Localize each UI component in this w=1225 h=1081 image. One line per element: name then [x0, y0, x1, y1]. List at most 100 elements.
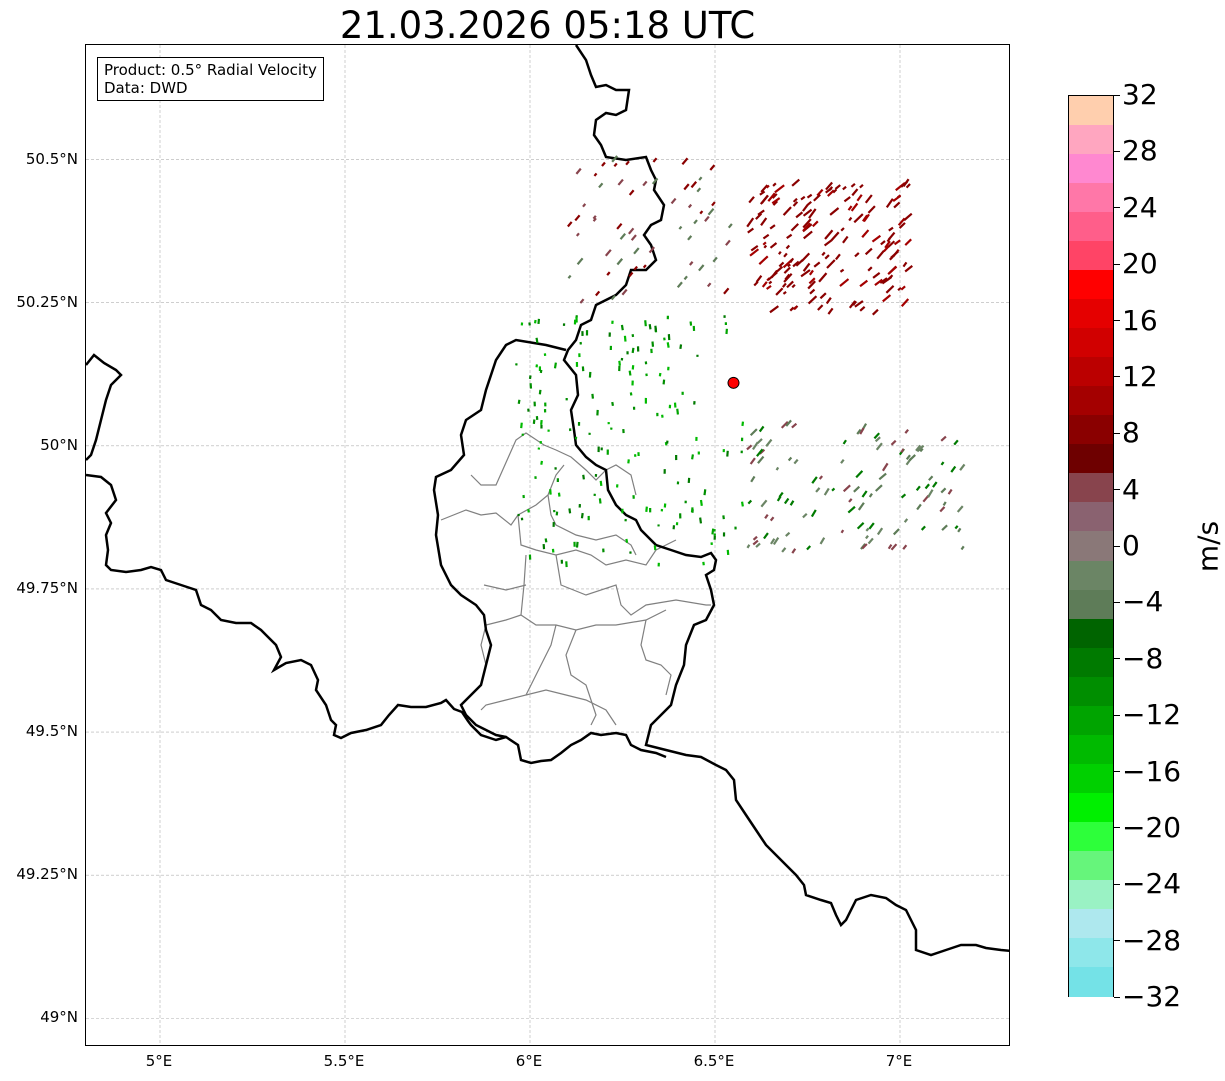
velocity-echo — [957, 527, 962, 533]
longitude-tick-label: 5.5°E — [323, 1052, 365, 1070]
velocity-echo — [727, 223, 733, 229]
velocity-echo — [608, 332, 611, 337]
velocity-echo — [757, 455, 765, 464]
velocity-echo — [867, 266, 873, 272]
velocity-echo — [843, 196, 851, 203]
velocity-echo — [557, 492, 561, 497]
velocity-echo — [560, 559, 564, 564]
velocity-echo — [691, 454, 695, 460]
velocity-echo — [827, 189, 835, 197]
velocity-echo — [562, 323, 566, 326]
velocity-echo — [687, 203, 693, 209]
velocity-echo — [535, 337, 539, 344]
velocity-echo — [610, 294, 616, 301]
velocity-echo — [769, 242, 778, 249]
velocity-echo — [549, 489, 552, 495]
velocity-echo — [865, 534, 869, 540]
velocity-echo — [709, 164, 716, 171]
velocity-echo — [528, 322, 531, 326]
velocity-echo — [628, 189, 635, 196]
velocity-echo — [791, 178, 801, 187]
velocity-echo — [540, 419, 543, 425]
velocity-echo — [791, 283, 796, 289]
velocity-echo — [602, 548, 605, 553]
velocity-echo — [854, 300, 864, 308]
velocity-echo — [806, 200, 812, 207]
district-boundary — [480, 554, 527, 666]
velocity-echo — [527, 408, 530, 412]
velocity-echo — [947, 488, 953, 495]
velocity-echo — [856, 522, 865, 530]
velocity-echo — [673, 402, 677, 408]
velocity-echo — [551, 548, 555, 553]
velocity-echo — [817, 304, 824, 311]
velocity-echo — [734, 526, 737, 530]
velocity-echo — [954, 525, 959, 530]
velocity-echo — [537, 318, 541, 325]
longitude-tick-label: 6.5°E — [693, 1052, 735, 1070]
velocity-echo — [579, 341, 582, 345]
velocity-echo — [593, 172, 598, 177]
colorbar-segment — [1069, 792, 1113, 823]
velocity-echo — [887, 265, 898, 276]
district-boundary — [520, 609, 667, 631]
velocity-echo — [802, 512, 808, 519]
velocity-echo — [855, 470, 864, 479]
velocity-echo — [618, 360, 621, 366]
velocity-echo — [663, 337, 666, 341]
data-source-label: Data: DWD — [104, 79, 188, 97]
velocity-echo — [553, 509, 556, 513]
velocity-echo — [776, 495, 782, 502]
velocity-echo — [824, 229, 834, 240]
colorbar-segment — [1069, 734, 1113, 765]
velocity-echo — [662, 379, 666, 385]
velocity-echo — [854, 252, 860, 258]
velocity-echo — [645, 373, 648, 377]
colorbar-segment — [1069, 415, 1113, 445]
velocity-echo — [645, 506, 648, 513]
velocity-echo — [746, 544, 751, 549]
district-boundary — [483, 584, 527, 591]
velocity-echo — [940, 435, 947, 442]
velocity-echo — [875, 442, 883, 451]
velocity-echo — [652, 157, 658, 163]
product-info-box: Product: 0.5° Radial Velocity Data: DWD — [97, 57, 324, 101]
velocity-echo — [932, 481, 938, 488]
velocity-echo — [533, 319, 537, 324]
velocity-echo — [591, 393, 595, 399]
velocity-echo — [780, 420, 789, 429]
velocity-echo — [840, 529, 845, 534]
velocity-echo — [900, 180, 908, 188]
velocity-echo — [828, 186, 834, 192]
velocity-echo — [811, 476, 818, 484]
velocity-echo — [750, 245, 759, 252]
velocity-echo — [859, 427, 865, 435]
velocity-echo — [555, 511, 559, 516]
velocity-echo — [861, 229, 870, 238]
velocity-echo — [802, 262, 811, 272]
district-boundary — [470, 432, 637, 496]
velocity-echo — [699, 499, 703, 506]
velocity-echo — [690, 507, 694, 513]
velocity-echo — [594, 473, 598, 477]
velocity-echo — [904, 265, 913, 273]
velocity-echo — [621, 288, 628, 296]
velocity-echo — [547, 429, 550, 432]
velocity-echo — [740, 450, 743, 454]
velocity-echo — [622, 428, 625, 434]
velocity-echo — [825, 181, 833, 191]
velocity-echo — [631, 365, 635, 370]
velocity-echo — [588, 371, 592, 378]
map-plot-area[interactable] — [85, 44, 1010, 1046]
velocity-echo — [575, 232, 580, 237]
velocity-echo — [565, 561, 568, 568]
velocity-echo — [573, 541, 576, 547]
velocity-echo — [554, 467, 557, 470]
velocity-echo — [769, 224, 776, 230]
velocity-echo — [668, 404, 672, 409]
velocity-echo — [821, 251, 826, 257]
velocity-echo — [539, 440, 542, 444]
district-boundary — [547, 494, 637, 556]
velocity-echo — [771, 197, 781, 205]
velocity-echo — [786, 280, 794, 289]
